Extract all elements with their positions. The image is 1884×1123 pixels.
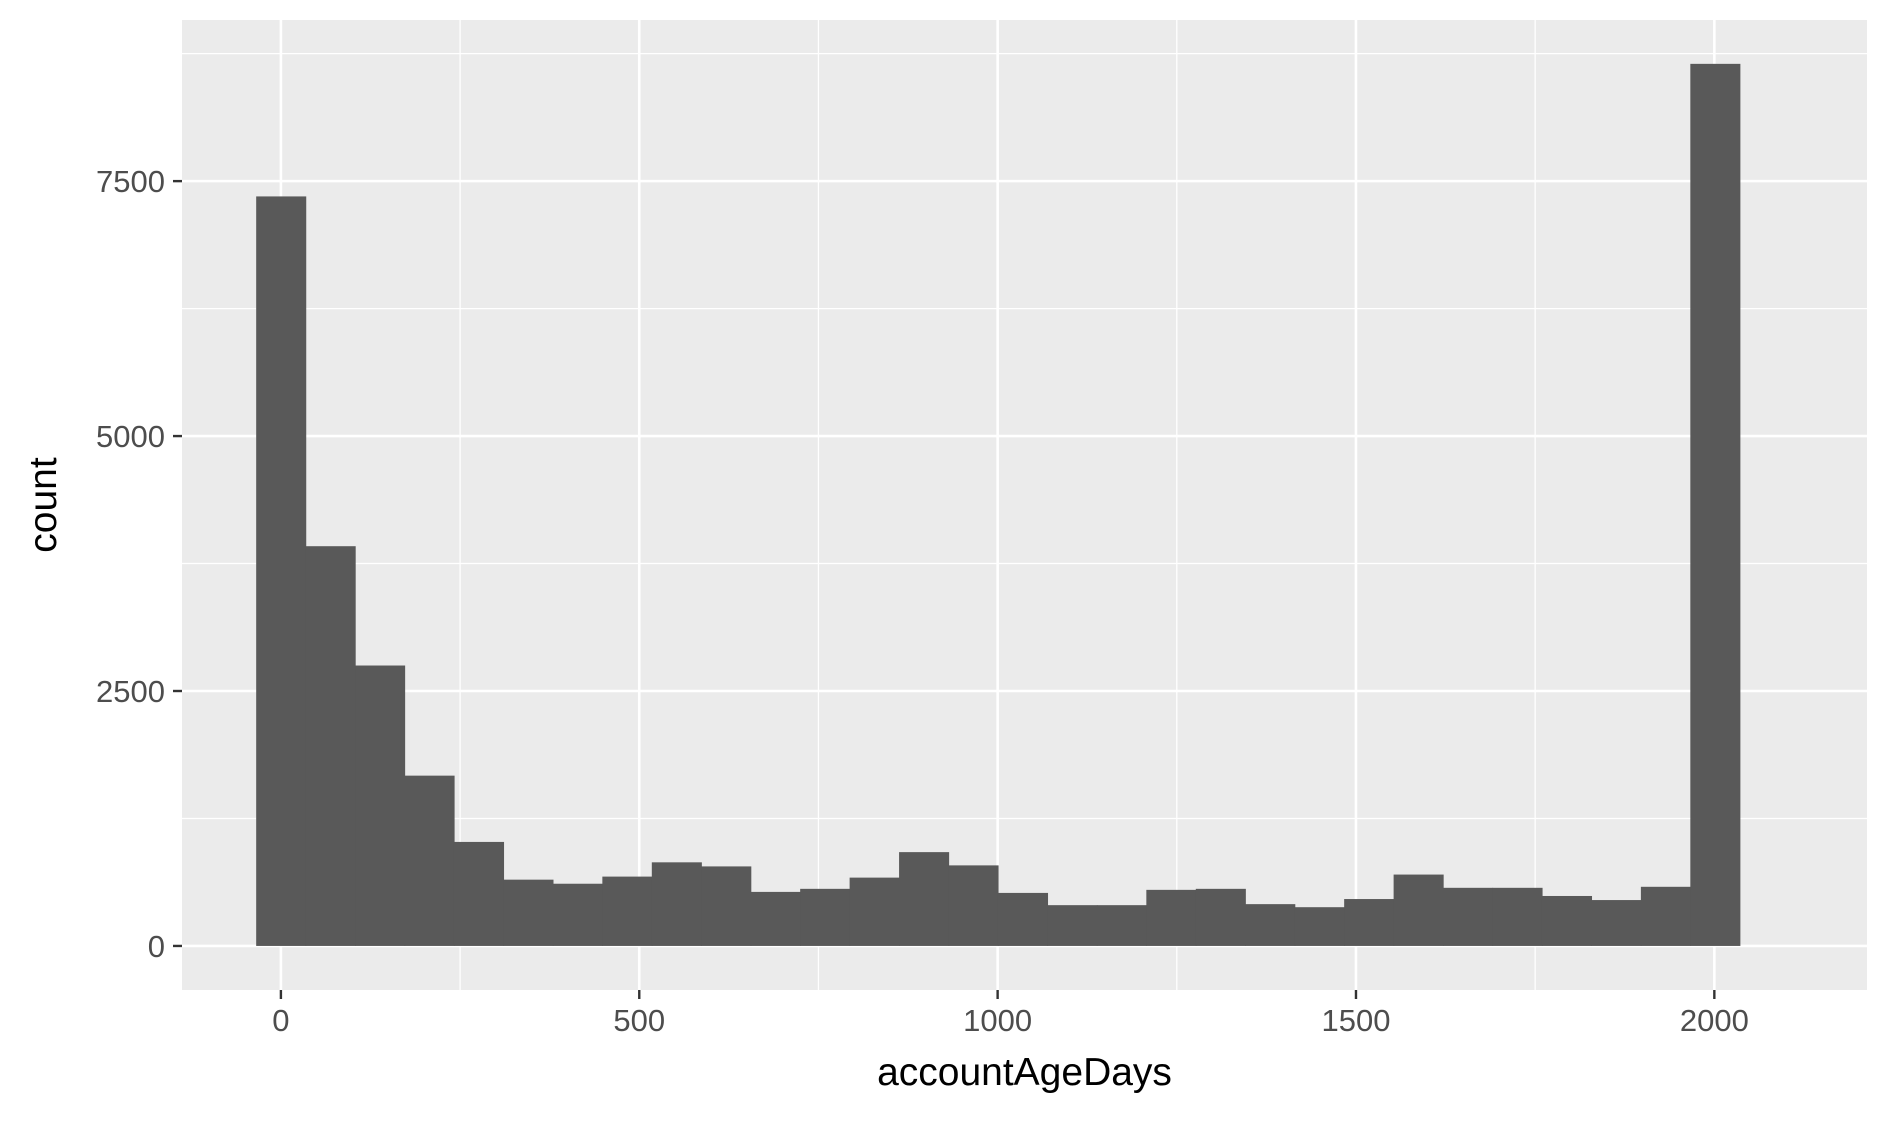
histogram-bar-2 (355, 665, 406, 946)
histogram-bar-28 (1640, 886, 1691, 946)
histogram-bar-18 (1146, 889, 1197, 946)
histogram-bar-27 (1591, 900, 1642, 946)
histogram-bar-16 (1047, 905, 1098, 946)
histogram-bar-3 (404, 775, 455, 946)
histogram-bar-24 (1443, 887, 1494, 946)
x-axis-title: accountAgeDays (877, 1051, 1172, 1094)
y-axis-title: count (22, 457, 65, 553)
histogram-bar-8 (651, 862, 702, 946)
histogram-bar-1 (305, 546, 356, 946)
y-tick-label: 2500 (96, 674, 165, 709)
histogram-bars (256, 63, 1741, 946)
histogram-bar-26 (1541, 895, 1593, 946)
histogram-bar-9 (701, 866, 752, 946)
x-tick-label: 2000 (1680, 1003, 1749, 1038)
histogram-bar-17 (1096, 905, 1147, 946)
histogram-bar-11 (800, 888, 851, 946)
histogram-bar-4 (453, 841, 505, 946)
histogram-bar-7 (602, 876, 653, 946)
y-axis: 0 2500 5000 7500 (96, 164, 182, 964)
x-tick-label: 1500 (1321, 1003, 1390, 1038)
histogram-bar-19 (1195, 888, 1246, 946)
y-tick-label: 7500 (96, 164, 165, 199)
histogram-bar-12 (849, 877, 900, 946)
histogram-bar-15 (997, 892, 1049, 946)
y-tick-label: 0 (148, 929, 165, 964)
histogram-bar-0 (256, 196, 307, 946)
histogram-bar-14 (948, 865, 999, 946)
histogram-bar-10 (750, 891, 801, 946)
histogram-bar-22 (1344, 899, 1395, 946)
histogram-bar-5 (503, 879, 554, 946)
x-tick-label: 500 (613, 1003, 665, 1038)
x-tick-label: 0 (272, 1003, 289, 1038)
histogram-bar-23 (1393, 874, 1444, 946)
histogram-bar-6 (552, 883, 603, 946)
y-tick-label: 5000 (96, 419, 165, 454)
histogram-bar-20 (1245, 904, 1296, 946)
x-tick-label: 1000 (963, 1003, 1032, 1038)
histogram-bar-21 (1294, 907, 1345, 946)
histogram-bar-25 (1492, 887, 1543, 946)
histogram-bar-13 (899, 852, 950, 946)
histogram-bar-29 (1690, 63, 1741, 946)
x-axis: 0 500 1000 1500 2000 (272, 990, 1749, 1038)
